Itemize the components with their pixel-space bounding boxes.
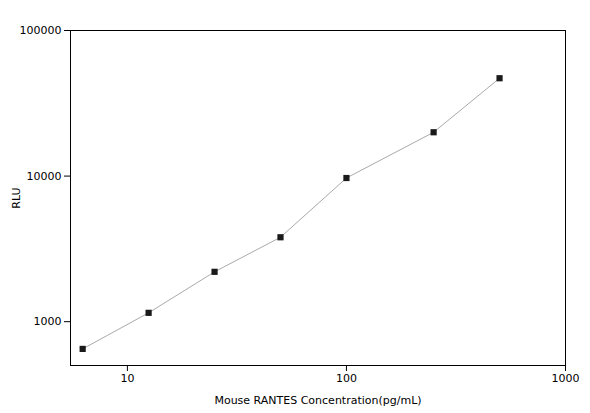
- svg-text:1000: 1000: [552, 372, 580, 385]
- svg-text:1000: 1000: [34, 315, 62, 328]
- svg-text:100: 100: [336, 372, 357, 385]
- svg-text:10: 10: [120, 372, 134, 385]
- svg-text:10000: 10000: [27, 170, 62, 183]
- svg-text:100000: 100000: [20, 24, 62, 37]
- svg-text:Mouse RANTES Concentration(pg/: Mouse RANTES Concentration(pg/mL): [214, 394, 421, 407]
- svg-text:RLU: RLU: [10, 187, 23, 208]
